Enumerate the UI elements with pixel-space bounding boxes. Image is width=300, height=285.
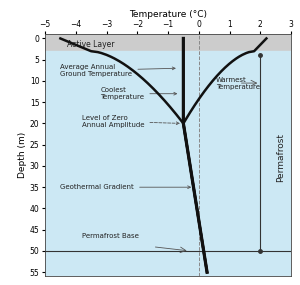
Text: Geothermal Gradient: Geothermal Gradient <box>60 184 190 190</box>
Text: Active Layer: Active Layer <box>67 40 114 49</box>
Bar <box>45 34 291 51</box>
Text: Level of Zero
Annual Amplitude: Level of Zero Annual Amplitude <box>82 115 179 128</box>
X-axis label: Temperature (°C): Temperature (°C) <box>129 10 207 19</box>
Bar <box>45 51 291 281</box>
Text: Permafrost: Permafrost <box>276 133 285 182</box>
Text: Warmest
Temperature: Warmest Temperature <box>216 77 260 89</box>
Y-axis label: Depth (m): Depth (m) <box>18 132 27 178</box>
Text: Permafrost Base: Permafrost Base <box>82 233 139 239</box>
Text: Coolest
Temperature: Coolest Temperature <box>100 87 177 100</box>
Text: Average Annual
Ground Temperature: Average Annual Ground Temperature <box>60 64 175 77</box>
